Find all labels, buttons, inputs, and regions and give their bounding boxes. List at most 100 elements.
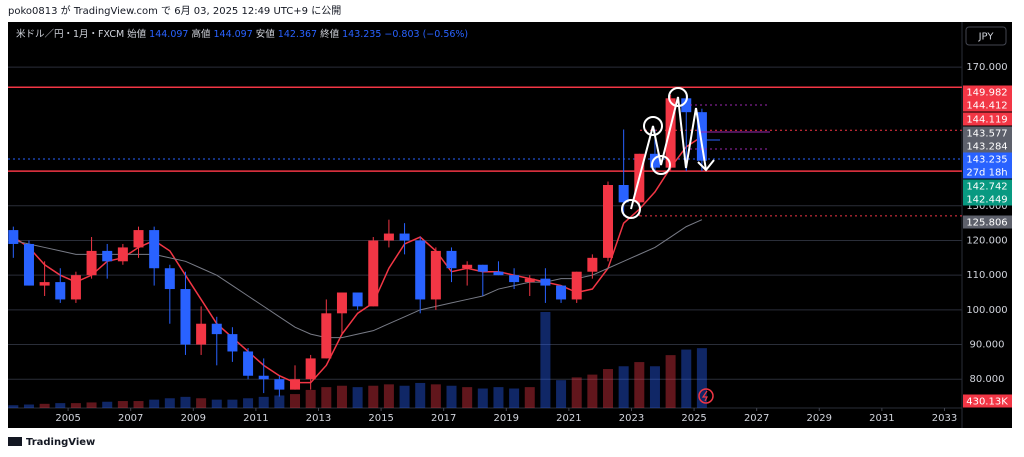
price-label: 143.235 [966, 155, 1007, 166]
x-tick-label: 2033 [932, 413, 957, 424]
x-tick-label: 2025 [681, 413, 706, 424]
candle-body [540, 278, 551, 286]
y-tick-label: 90.000 [970, 340, 1005, 351]
candle-body [149, 230, 160, 269]
y-tick-label: 110.000 [966, 270, 1007, 281]
volume-bar [524, 387, 535, 408]
price-label: 142.742 [966, 182, 1007, 193]
currency-button[interactable] [965, 26, 1007, 46]
price-label: 142.449 [966, 195, 1007, 206]
candle-body [352, 292, 363, 307]
x-tick-label: 2021 [556, 413, 581, 424]
currency-label: JPY [978, 32, 995, 43]
publish-header: poko0813 が TradingView.com で 6月 03, 2025… [8, 4, 341, 17]
candle-body [55, 282, 66, 300]
legend-value: 144.097 [149, 29, 188, 40]
volume-bar [274, 395, 285, 408]
candle-body [274, 379, 285, 390]
price-label: 144.119 [966, 115, 1007, 126]
candle-body [196, 323, 207, 345]
candle-body [305, 358, 316, 380]
volume-bar [540, 312, 551, 408]
candle-body [243, 351, 254, 376]
legend-value: 142.367 [278, 29, 317, 40]
volume-bar [603, 369, 614, 408]
footer-logo: TradingView [26, 437, 95, 448]
candle-body [23, 243, 34, 286]
candle-body [462, 264, 473, 269]
moving-average [13, 219, 703, 339]
price-label: 143.577 [966, 129, 1007, 140]
price-label-box [963, 98, 1012, 112]
price-label: 125.806 [966, 218, 1007, 229]
volume-bar [415, 382, 426, 408]
y-tick-label: 130.000 [966, 201, 1007, 212]
price-label-box [963, 152, 1012, 166]
candle-body [571, 271, 582, 300]
volume-bar [102, 401, 113, 408]
volume-bar [149, 399, 160, 408]
volume-bar [86, 402, 97, 408]
x-tick-label: 2027 [744, 413, 769, 424]
legend-symbol: 米ドル／円・1月・FXCM [16, 28, 124, 40]
y-tick-label: 120.000 [966, 235, 1007, 246]
pattern-drawing [621, 87, 770, 219]
price-label-box [963, 126, 1012, 140]
candle-body [102, 250, 113, 262]
x-tick-label: 2029 [807, 413, 832, 424]
x-tick-label: 2017 [431, 413, 456, 424]
x-tick-label: 2019 [494, 413, 519, 424]
y-tick-label: 170.000 [966, 62, 1007, 73]
y-tick-label: 80.000 [970, 374, 1005, 385]
volume-bar [634, 362, 645, 408]
volume-bar [352, 387, 363, 408]
candle-body [681, 98, 692, 113]
candle-body [556, 285, 567, 300]
legend-label: 高値 [191, 28, 211, 40]
volume-bar [70, 403, 81, 408]
volume-bar [243, 398, 254, 408]
logo-mark [8, 437, 22, 446]
x-tick-label: 2015 [368, 413, 393, 424]
volume-bar [493, 387, 504, 408]
volume-bar [180, 396, 191, 408]
volume-bar [39, 403, 50, 408]
volume-bar [665, 355, 676, 408]
legend-value: 144.097 [213, 29, 252, 40]
volume-bar [290, 394, 301, 408]
volume-bar [336, 385, 347, 408]
candle-body [399, 233, 410, 241]
x-tick-label: 2005 [55, 413, 80, 424]
volume-bar [446, 385, 457, 408]
candle-body [696, 112, 707, 161]
price-label: 144.412 [966, 101, 1007, 112]
x-tick-label: 2007 [118, 413, 143, 424]
y-tick-label: 100.000 [966, 305, 1007, 316]
price-label-box [963, 394, 1012, 408]
candle-body [164, 268, 175, 290]
candle-body [39, 282, 50, 286]
price-label-box [963, 85, 1012, 99]
volume-bar [649, 366, 660, 408]
event-icon[interactable] [698, 388, 714, 404]
candle-body [321, 313, 332, 359]
candle-body [8, 230, 19, 244]
candle-body [649, 153, 660, 168]
price-label: 143.284 [966, 142, 1007, 153]
legend-value: 143.235 [342, 29, 381, 40]
volume-bar [477, 388, 488, 408]
price-label-box [963, 179, 1012, 193]
candle-body [509, 275, 520, 283]
volume-bar [321, 387, 332, 408]
volume-bar [305, 389, 316, 408]
volume-bar [55, 403, 66, 408]
candle-body [211, 323, 222, 335]
volume-bar [368, 385, 379, 408]
price-label: 149.982 [966, 88, 1007, 99]
volume-bar [587, 374, 598, 408]
volume-bar [696, 348, 707, 408]
legend-label: 始値 [127, 28, 147, 40]
candle-body [477, 264, 488, 272]
chart-panel [8, 22, 1012, 428]
